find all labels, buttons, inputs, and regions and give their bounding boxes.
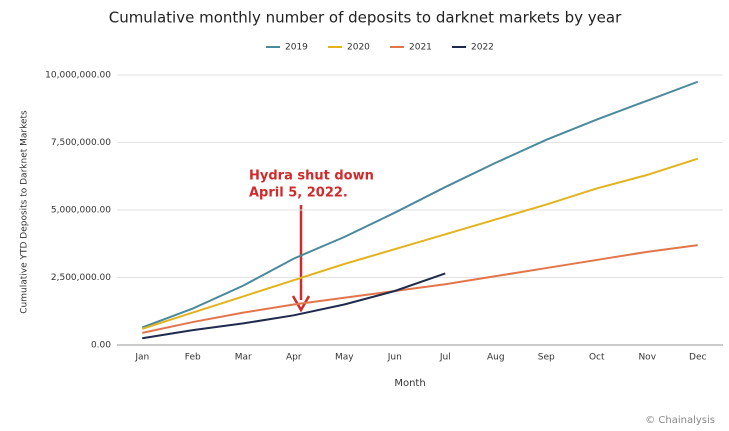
credit: © Chainalysis [645,415,715,426]
y-tick-label: 7,500,000.00 [51,138,111,148]
y-tick-label: 0.00 [91,341,111,351]
y-tick-label: 5,000,000.00 [51,206,111,216]
annotation: Hydra shut down [249,169,374,184]
x-tick-label: Sep [538,353,555,363]
legend-label: 2019 [285,43,308,53]
chart-title: Cumulative monthly number of deposits to… [109,9,622,27]
legend-label: 2020 [347,43,370,53]
x-tick-label: May [335,353,354,363]
series-line [142,244,698,334]
y-axis-label: Cumulative YTD Deposits to Darknet Marke… [20,110,30,314]
x-tick-label: Jul [439,353,451,363]
x-tick-label: Jan [134,353,149,363]
x-tick-label: Nov [638,353,656,363]
x-tick-label: Apr [286,353,302,363]
y-tick-label: 2,500,000.00 [51,273,111,283]
x-tick-label: Feb [185,353,201,363]
legend-label: 2022 [471,43,494,53]
annotation: April 5, 2022. [249,186,348,201]
series-line [142,272,446,340]
y-tick-label: 10,000,000.00 [45,71,111,81]
x-tick-label: Mar [235,353,252,363]
x-tick-label: Aug [487,353,505,363]
legend-label: 2021 [409,43,432,53]
annotation-arrowhead [291,295,311,313]
series-line [141,80,699,329]
x-axis-label: Month [394,378,425,389]
series-line [141,157,699,330]
x-tick-label: Dec [689,353,706,363]
x-tick-label: Oct [589,353,605,363]
x-tick-label: Jun [387,353,402,363]
